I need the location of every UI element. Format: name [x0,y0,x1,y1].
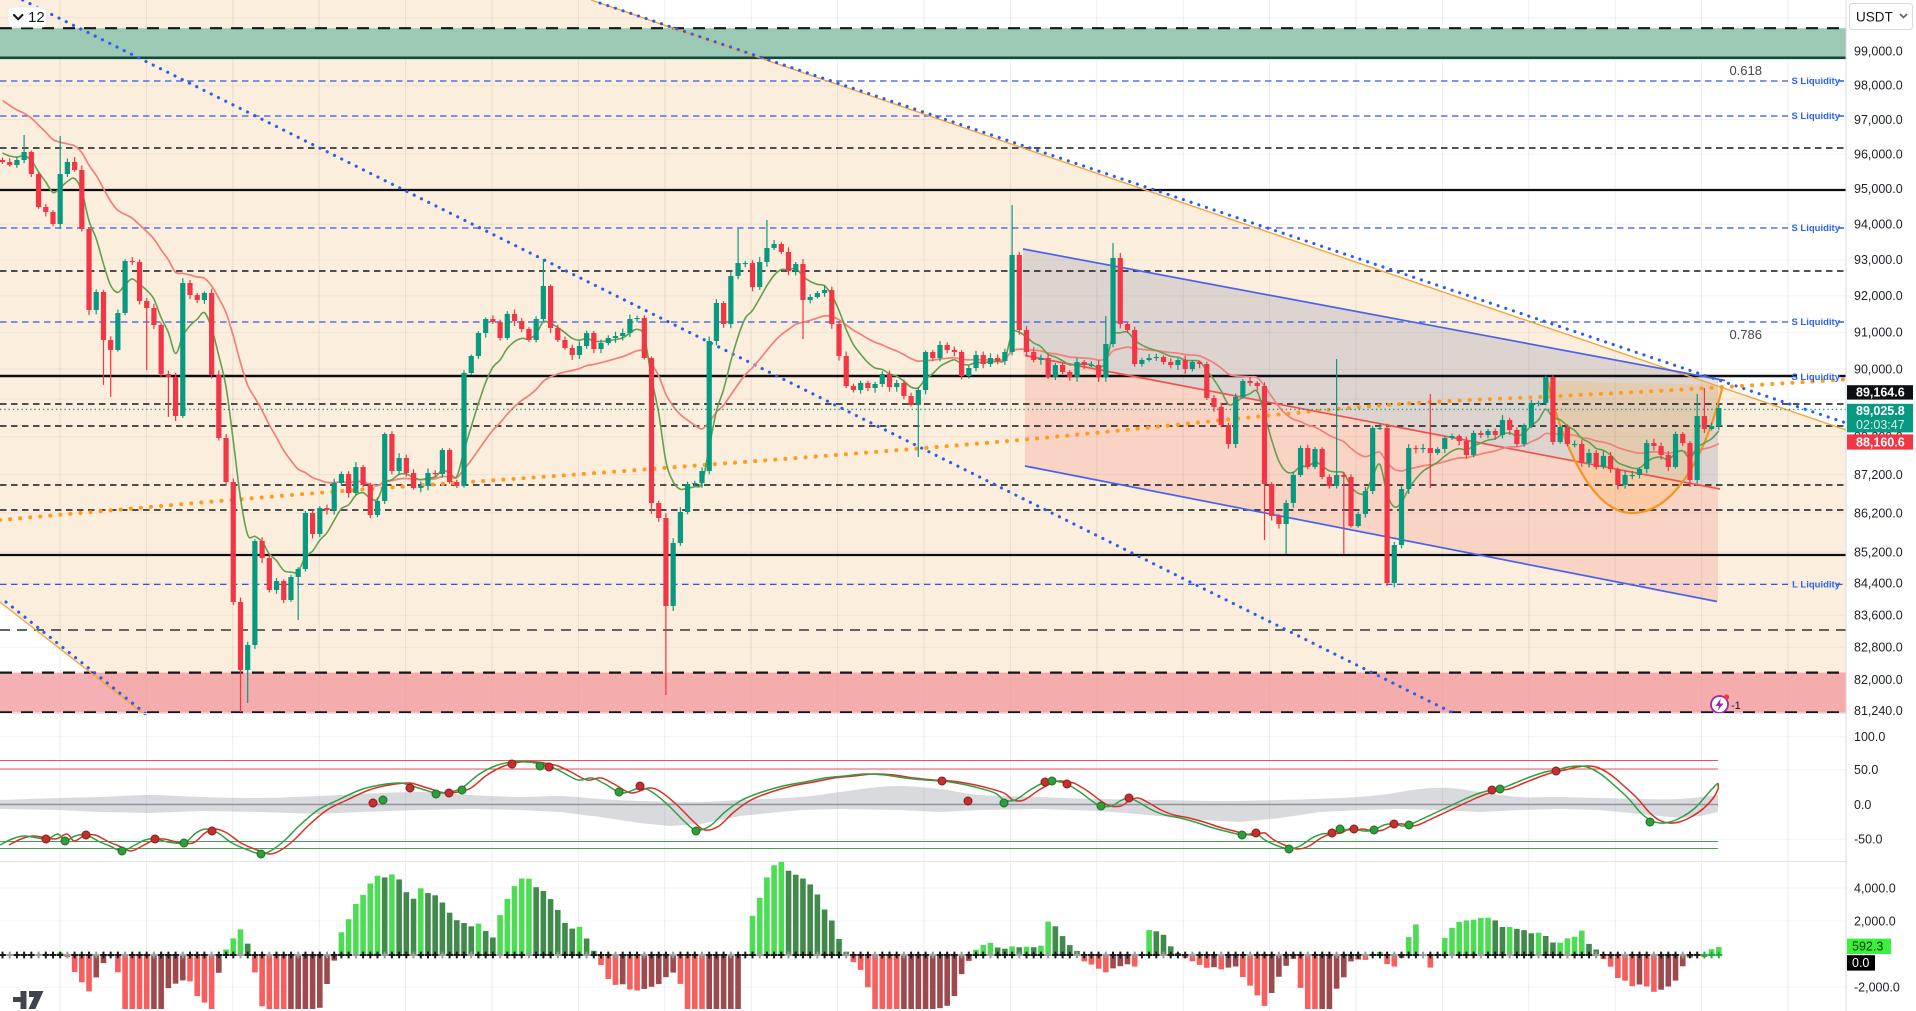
svg-text:89,025.8: 89,025.8 [1856,404,1905,418]
svg-text:83,600.0: 83,600.0 [1854,609,1903,623]
svg-text:82,000.0: 82,000.0 [1854,673,1903,687]
svg-text:96,000.0: 96,000.0 [1854,147,1903,161]
svg-text:-50.0: -50.0 [1854,833,1883,847]
svg-text:88,160.6: 88,160.6 [1856,435,1905,449]
svg-text:0.0: 0.0 [1854,798,1871,812]
svg-text:86,200.0: 86,200.0 [1854,506,1903,520]
svg-text:2,000.0: 2,000.0 [1854,914,1896,928]
svg-text:93,000.0: 93,000.0 [1854,253,1903,267]
svg-text:S Liquidity: S Liquidity [1791,372,1840,383]
svg-text:592.3: 592.3 [1852,940,1883,954]
svg-text:S Liquidity: S Liquidity [1791,223,1840,234]
svg-text:82,800.0: 82,800.0 [1854,641,1903,655]
svg-text:85,200.0: 85,200.0 [1854,545,1903,559]
svg-text:S Liquidity: S Liquidity [1791,111,1840,122]
svg-text:91,000.0: 91,000.0 [1854,326,1903,340]
svg-text:USDT: USDT [1856,10,1893,25]
svg-text:12: 12 [28,9,45,26]
svg-text:99,000.0: 99,000.0 [1854,45,1903,59]
svg-text:95,000.0: 95,000.0 [1854,182,1903,196]
svg-text:98,000.0: 98,000.0 [1854,79,1903,93]
svg-text:L Liquidity: L Liquidity [1792,579,1841,590]
svg-text:89,164.6: 89,164.6 [1856,386,1905,400]
svg-text:81,240.0: 81,240.0 [1854,704,1903,718]
svg-text:02:03:47: 02:03:47 [1856,418,1905,432]
svg-text:0.0: 0.0 [1852,956,1869,970]
svg-text:87,200.0: 87,200.0 [1854,468,1903,482]
svg-text:S Liquidity: S Liquidity [1791,76,1840,87]
svg-text:4,000.0: 4,000.0 [1854,881,1896,895]
svg-text:0.786: 0.786 [1729,327,1762,342]
svg-text:S Liquidity: S Liquidity [1791,317,1840,328]
svg-text:0.618: 0.618 [1729,63,1762,78]
svg-text:90,000.0: 90,000.0 [1854,363,1903,377]
svg-text:97,000.0: 97,000.0 [1854,113,1903,127]
svg-text:-1: -1 [1731,700,1741,712]
svg-text:-2,000.0: -2,000.0 [1854,980,1900,994]
svg-text:100.0: 100.0 [1854,730,1885,744]
svg-text:92,000.0: 92,000.0 [1854,289,1903,303]
svg-text:84,400.0: 84,400.0 [1854,577,1903,591]
svg-text:50.0: 50.0 [1854,763,1878,777]
svg-text:94,000.0: 94,000.0 [1854,218,1903,232]
